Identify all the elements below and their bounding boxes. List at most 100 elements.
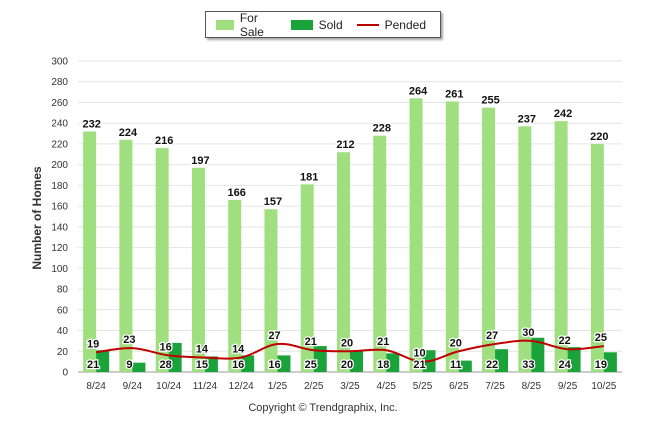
y-tick-label: 0 xyxy=(62,368,68,379)
data-label-sold: 19 xyxy=(595,359,607,371)
data-label-pended: 16 xyxy=(160,341,172,353)
data-label-sold: 28 xyxy=(160,359,172,371)
bar-for-sale xyxy=(482,107,496,373)
data-label-sold: 22 xyxy=(486,359,498,371)
bar-sold xyxy=(96,350,110,372)
legend-item-pended[interactable]: Pended xyxy=(356,17,426,32)
data-label-pended: 27 xyxy=(486,330,498,342)
data-label-for-sale: 232 xyxy=(82,118,100,130)
bar-for-sale xyxy=(155,148,169,372)
x-tick-label: 8/24 xyxy=(86,381,106,392)
legend-swatch-pended xyxy=(356,23,379,26)
data-label-pended: 20 xyxy=(341,337,353,349)
bar-for-sale xyxy=(554,121,568,372)
bar-for-sale xyxy=(409,98,423,372)
data-label-for-sale: 166 xyxy=(228,187,246,199)
bar-sold xyxy=(313,346,327,372)
bar-sold xyxy=(531,337,545,372)
data-label-for-sale: 216 xyxy=(155,135,173,147)
bar-for-sale xyxy=(83,131,97,372)
y-tick-label: 220 xyxy=(51,139,68,150)
data-label-pended: 21 xyxy=(377,336,389,348)
bar-sold xyxy=(458,360,472,372)
bar-for-sale xyxy=(337,152,350,372)
x-tick-label: 1/25 xyxy=(268,381,288,392)
bar-sold xyxy=(132,362,146,372)
data-label-pended: 27 xyxy=(268,330,280,342)
legend-label-pended: Pended xyxy=(384,17,426,32)
y-tick-label: 80 xyxy=(57,285,69,296)
data-label-for-sale: 220 xyxy=(590,131,608,143)
y-tick-label: 200 xyxy=(51,160,68,171)
data-label-for-sale: 237 xyxy=(518,113,536,125)
y-tick-label: 300 xyxy=(51,57,68,68)
bar-sold xyxy=(386,353,400,372)
x-tick-label: 9/25 xyxy=(558,381,578,392)
data-label-sold: 21 xyxy=(413,359,425,371)
data-label-for-sale: 264 xyxy=(409,85,428,97)
bar-for-sale xyxy=(264,209,278,372)
y-tick-label: 120 xyxy=(51,243,68,254)
x-tick-label: 2/25 xyxy=(304,381,324,392)
bar-sold xyxy=(603,352,617,372)
bar-for-sale xyxy=(119,139,133,372)
legend-swatch-for-sale xyxy=(216,19,234,30)
data-label-sold: 24 xyxy=(558,359,571,371)
bar-sold xyxy=(567,347,581,372)
bar-sold xyxy=(277,355,291,372)
bar-sold xyxy=(350,351,363,372)
bar-for-sale xyxy=(518,126,532,372)
bar-for-sale xyxy=(300,184,314,372)
y-tick-label: 240 xyxy=(51,119,68,130)
chart-legend: For Sale Sold Pended xyxy=(205,11,441,39)
x-tick-label: 8/25 xyxy=(522,381,542,392)
line-pended xyxy=(96,339,604,363)
x-tick-label: 9/24 xyxy=(123,381,143,392)
data-label-for-sale: 255 xyxy=(481,95,499,107)
y-tick-label: 180 xyxy=(51,181,68,192)
bar-sold xyxy=(204,356,218,372)
x-tick-label: 10/25 xyxy=(591,381,616,392)
x-tick-label: 10/24 xyxy=(156,381,181,392)
bar-for-sale xyxy=(445,101,459,373)
data-label-sold: 16 xyxy=(232,359,244,371)
y-tick-label: 60 xyxy=(57,305,69,316)
data-label-pended: 21 xyxy=(305,336,317,348)
legend-swatch-sold xyxy=(290,19,313,30)
data-label-sold: 16 xyxy=(268,359,280,371)
data-label-for-sale: 261 xyxy=(445,88,463,100)
x-tick-label: 5/25 xyxy=(413,381,433,392)
bar-sold xyxy=(241,355,255,372)
copyright-text: Copyright © Trendgraphix, Inc. xyxy=(248,402,398,414)
data-label-sold: 11 xyxy=(450,359,462,371)
bar-for-sale xyxy=(590,143,604,372)
data-label-for-sale: 212 xyxy=(336,139,354,151)
y-tick-label: 260 xyxy=(51,98,68,109)
bar-for-sale xyxy=(228,199,242,372)
data-label-pended: 30 xyxy=(522,327,534,339)
x-tick-label: 6/25 xyxy=(449,381,469,392)
data-label-sold: 20 xyxy=(341,359,353,371)
data-label-for-sale: 242 xyxy=(554,108,572,120)
legend-item-sold[interactable]: Sold xyxy=(290,18,343,32)
bar-sold xyxy=(168,342,182,372)
data-label-for-sale: 197 xyxy=(191,155,209,167)
data-label-sold: 21 xyxy=(87,359,99,371)
data-label-sold: 25 xyxy=(305,359,317,371)
data-label-pended: 22 xyxy=(558,335,570,347)
legend-label-for-sale: For Sale xyxy=(239,10,264,39)
data-label-for-sale: 181 xyxy=(300,171,318,183)
data-label-pended: 23 xyxy=(123,334,135,346)
y-tick-label: 140 xyxy=(51,222,68,233)
y-tick-label: 280 xyxy=(51,77,68,88)
x-tick-label: 7/25 xyxy=(485,381,505,392)
data-label-sold: 18 xyxy=(377,359,389,371)
data-label-pended: 25 xyxy=(595,332,607,344)
bar-for-sale xyxy=(191,167,205,372)
x-tick-label: 4/25 xyxy=(377,381,397,392)
legend-item-for-sale[interactable]: For Sale xyxy=(216,11,277,39)
y-tick-label: 100 xyxy=(51,264,68,275)
bar-sold xyxy=(495,349,509,372)
